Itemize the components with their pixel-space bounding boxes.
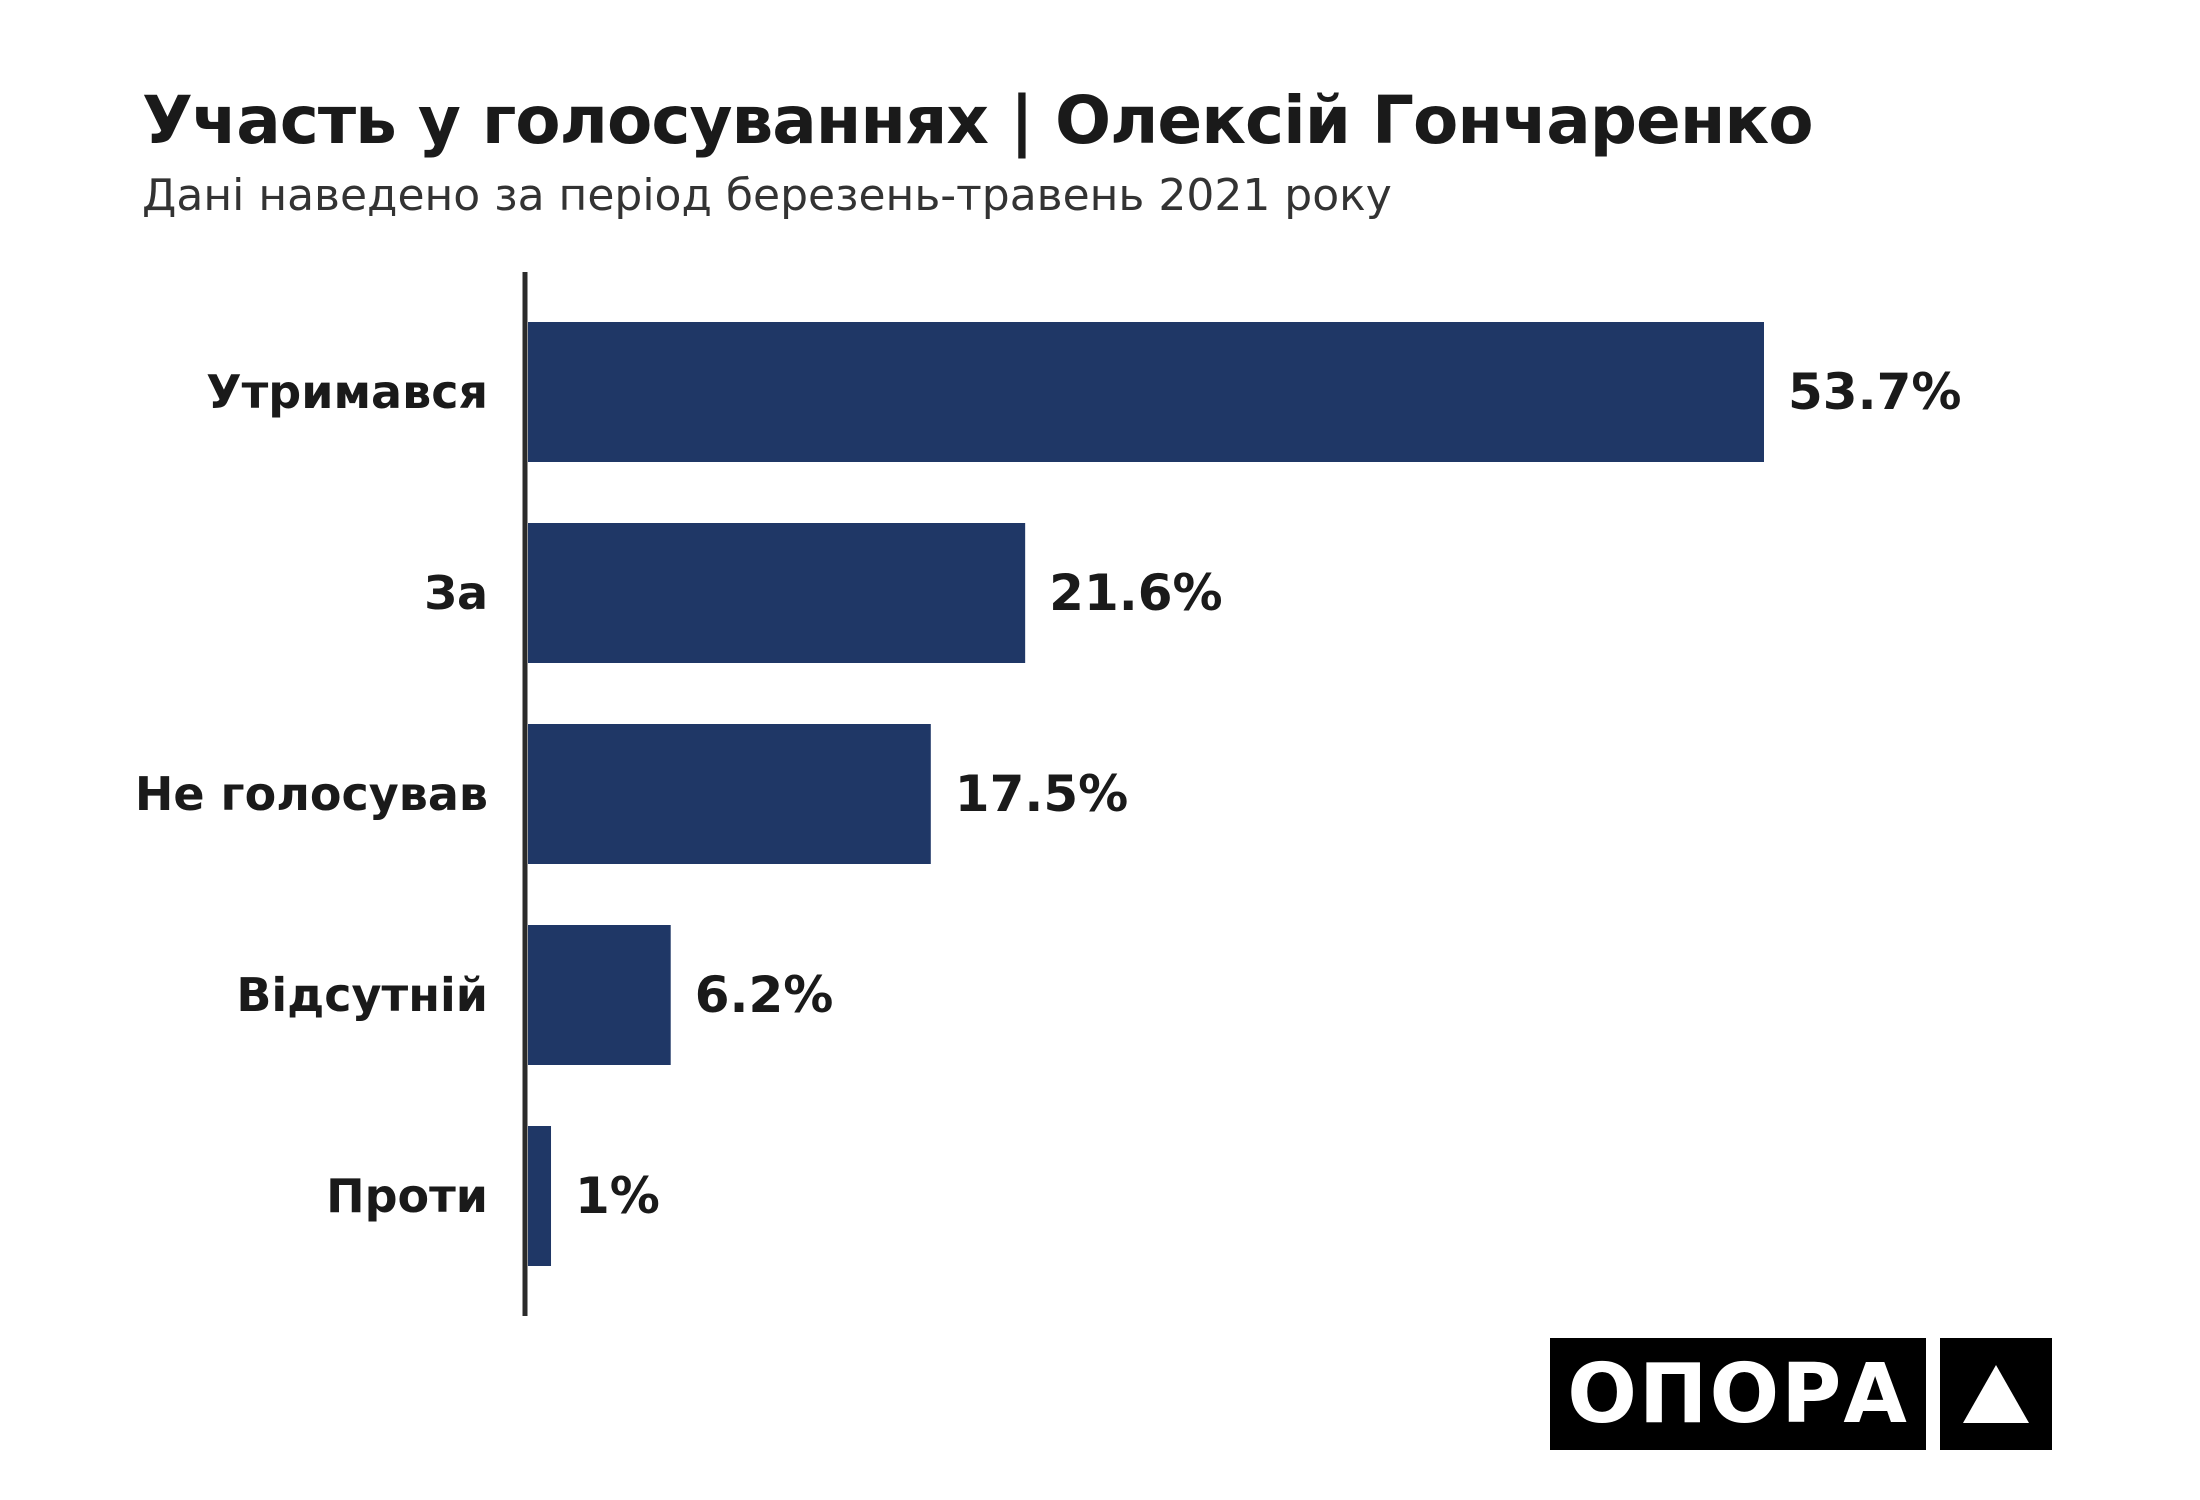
bar-2: [528, 724, 931, 864]
category-label-4: Проти: [326, 1169, 488, 1223]
bar-0: [528, 322, 1764, 462]
bar-4: [528, 1126, 552, 1266]
value-label-4: 1%: [575, 1167, 660, 1225]
value-label-3: 6.2%: [695, 966, 834, 1024]
chart-title: Участь у голосуваннях | Олексій Гончарен…: [142, 82, 1814, 159]
opora-logo: ОПОРА: [1550, 1338, 2052, 1450]
chart-subtitle: Дані наведено за період березень-травень…: [142, 170, 1392, 221]
value-label-2: 17.5%: [955, 765, 1128, 823]
value-label-1: 21.6%: [1049, 564, 1222, 622]
bar-3: [528, 925, 671, 1065]
category-label-2: Не голосував: [135, 767, 488, 821]
value-label-0: 53.7%: [1788, 363, 1961, 421]
category-label-0: Утримався: [206, 365, 488, 419]
category-label-1: За: [424, 566, 488, 620]
bars-group: Утримався 53.7% За 21.6% Не голосував 17.5% Ві…: [135, 322, 1961, 1266]
bar-1: [528, 523, 1026, 663]
triangle-icon: [1940, 1338, 2052, 1450]
logo-text: ОПОРА: [1550, 1338, 1926, 1450]
category-label-3: Відсутній: [236, 968, 488, 1022]
